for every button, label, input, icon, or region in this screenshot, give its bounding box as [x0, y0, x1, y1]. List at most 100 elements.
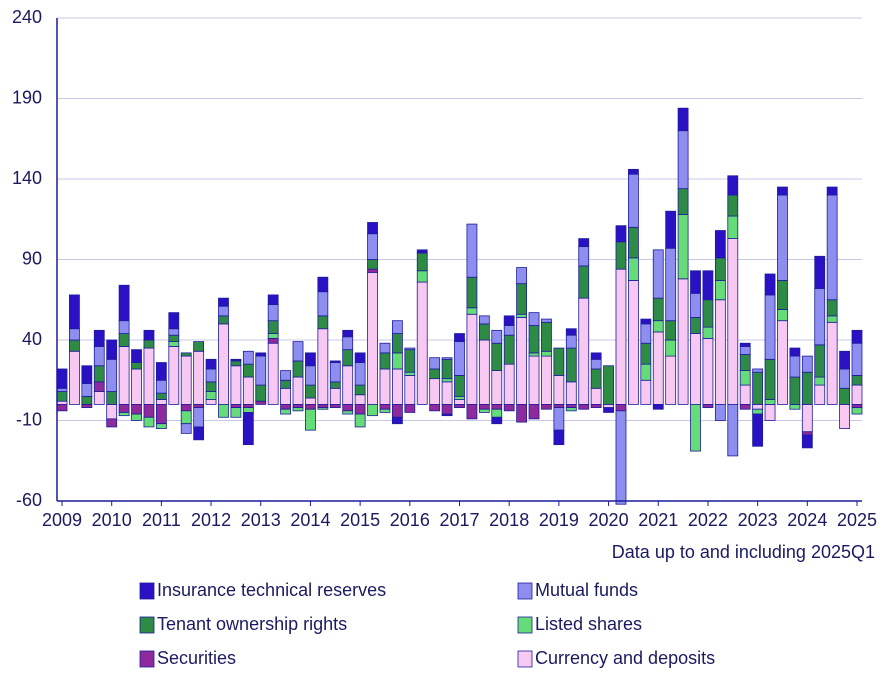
bar-segment — [603, 407, 614, 413]
bar-segment — [391, 352, 403, 370]
bar-segment — [690, 333, 701, 405]
bar-segment — [168, 346, 180, 405]
bar-segment — [230, 358, 242, 362]
bar-segment — [230, 407, 242, 418]
bar-segment — [727, 215, 739, 239]
bar-segment — [528, 355, 540, 405]
bar-segment — [379, 368, 391, 405]
bar-segment — [404, 371, 416, 376]
bar-segment — [441, 403, 453, 415]
bar-segment — [280, 403, 291, 410]
bar-segment — [131, 403, 142, 415]
bar-segment — [565, 403, 577, 409]
bar-segment — [81, 395, 93, 405]
bar-segment — [553, 347, 565, 376]
bar-segment — [677, 188, 689, 215]
bar-segment — [652, 297, 664, 322]
bar-segment — [777, 194, 788, 281]
bar-segment — [441, 413, 453, 417]
bar-segment — [503, 363, 515, 405]
bar-segment — [628, 173, 639, 228]
bar-segment — [702, 270, 714, 301]
bar-segment — [801, 371, 813, 405]
bar-segment — [218, 305, 229, 317]
bar-segment — [503, 403, 515, 412]
bar-segment — [118, 403, 130, 413]
bar-segment — [180, 410, 192, 425]
bar-segment — [640, 318, 652, 325]
bar-segment — [565, 381, 577, 405]
bar-segment — [826, 321, 838, 405]
bar-segment — [541, 355, 552, 405]
legend-swatch — [517, 582, 533, 600]
bar-segment — [342, 410, 354, 415]
bar-segment — [441, 378, 453, 383]
legend-label: Currency and deposits — [535, 648, 715, 668]
bar-segment — [441, 357, 453, 360]
bar-segment — [851, 329, 863, 344]
bar-segment — [690, 292, 701, 318]
bar-segment — [652, 249, 664, 299]
bar-segment — [342, 403, 354, 412]
bar-segment — [391, 320, 403, 334]
bar-segment — [81, 403, 93, 409]
bar-segment — [329, 381, 341, 389]
bar-segment — [503, 334, 515, 365]
bar-segment — [491, 408, 503, 418]
bar-segment — [727, 403, 739, 457]
bar-segment — [69, 339, 80, 352]
bar-segment — [242, 403, 254, 409]
bar-segment — [342, 349, 354, 367]
legend-swatch — [139, 650, 155, 668]
bar-segment — [454, 333, 465, 343]
bar-segment — [416, 252, 428, 272]
bar-segment — [553, 407, 565, 431]
bar-segment — [764, 294, 776, 360]
bar-segment — [81, 365, 93, 384]
bar-segment — [578, 403, 590, 410]
bar-segment — [391, 416, 403, 425]
bar-segment — [379, 403, 391, 410]
y-tick-label: 240 — [12, 7, 42, 27]
bar-segment — [218, 315, 229, 325]
bar-segment — [839, 387, 850, 405]
bar-segment — [255, 384, 267, 402]
bar-segment — [702, 299, 714, 328]
bar-segment — [528, 352, 540, 357]
bar-segment — [839, 350, 850, 370]
bar-segment — [454, 375, 465, 397]
bar-segment — [305, 397, 316, 405]
bar-segment — [764, 403, 776, 421]
bar-segment — [93, 365, 105, 383]
bar-segment — [81, 383, 93, 397]
bar-segment — [69, 294, 80, 330]
bar-segment — [391, 403, 403, 418]
bar-segment — [454, 395, 465, 400]
bar-segment — [429, 378, 441, 405]
bar-segment — [354, 362, 366, 386]
legend-swatch — [517, 616, 533, 634]
bar-segment — [56, 368, 68, 389]
bar-segment — [640, 323, 652, 344]
bar-segment — [56, 391, 68, 402]
bar-segment — [777, 309, 788, 322]
bar-segment — [180, 352, 192, 357]
bar-segment — [416, 249, 428, 254]
bar-segment — [851, 342, 863, 376]
bar-segment — [578, 238, 590, 248]
x-tick-label: 2010 — [92, 510, 132, 530]
bar-segment — [739, 342, 751, 347]
bar-segment — [628, 280, 639, 405]
bar-segment — [752, 368, 764, 373]
bar-segment — [267, 333, 279, 339]
bar-segment — [478, 323, 490, 341]
bar-segment — [379, 408, 391, 413]
bar-segment — [714, 230, 726, 259]
bar-segment — [131, 362, 142, 370]
bar-segment — [777, 280, 788, 310]
bar-segment — [292, 341, 304, 362]
bar-segment — [789, 403, 801, 410]
bar-segment — [565, 328, 577, 336]
bar-segment — [478, 315, 490, 325]
bar-segment — [652, 320, 664, 333]
